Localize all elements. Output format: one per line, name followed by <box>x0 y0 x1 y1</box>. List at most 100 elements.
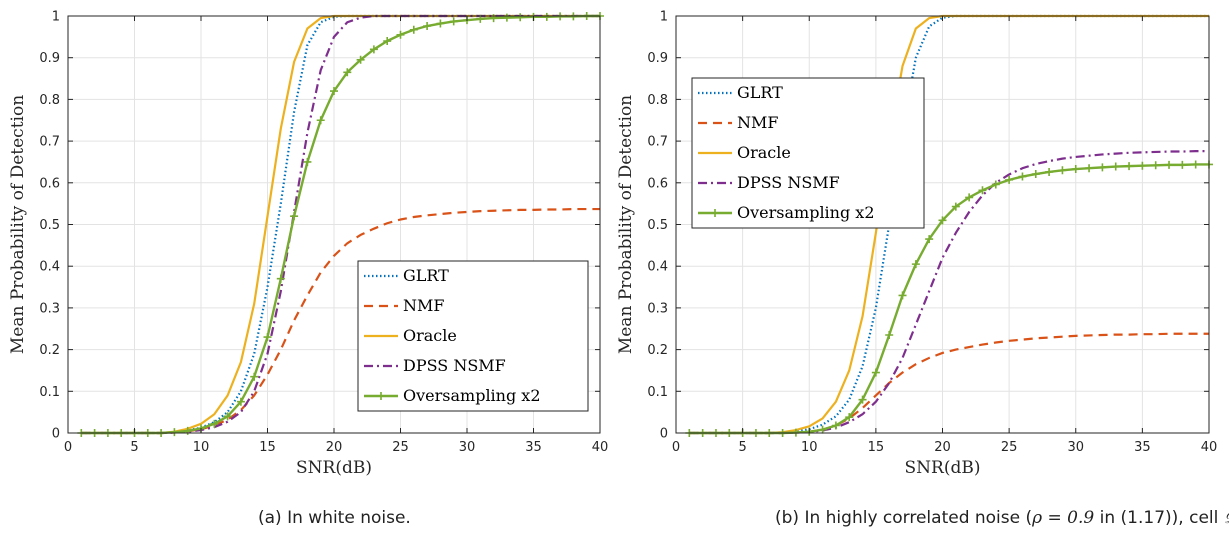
series-point-b-4-10 <box>818 425 827 434</box>
caption-a-text: In white noise. <box>287 508 411 528</box>
caption-b-middle: in (1.17)), cell <box>1094 508 1224 528</box>
series-point-a-4-27 <box>436 19 445 28</box>
series-point-b-4-15 <box>885 331 894 340</box>
ytick-label-b-6: 0.6 <box>647 176 668 191</box>
ytick-label-b-3: 0.3 <box>647 301 668 316</box>
ytick-label-b-2: 0.2 <box>647 343 668 358</box>
series-point-a-4-24 <box>396 30 405 39</box>
series-point-a-4-25 <box>409 25 418 34</box>
series-point-b-4-14 <box>871 368 880 377</box>
series-point-b-4-28 <box>1058 166 1067 175</box>
xtick-label-a-0: 0 <box>64 440 72 455</box>
series-point-a-4-14 <box>263 333 272 342</box>
ytick-label-a-1: 0.1 <box>39 385 60 400</box>
legend-label-a-2: Oracle <box>403 326 457 345</box>
ytick-label-a-7: 0.7 <box>39 135 60 150</box>
xtick-label-a-4: 20 <box>326 440 343 455</box>
legend-label-b-1: NMF <box>737 113 778 132</box>
series-point-a-4-28 <box>449 17 458 26</box>
chart-b: 0 5 10 15 20 25 30 35 40 0 0.1 0.2 0.3 0.4 0.5 0.6 0.7 0.… <box>616 10 1217 479</box>
series-point-b-4-38 <box>1191 160 1200 169</box>
ytick-label-a-8: 0.8 <box>39 93 60 108</box>
caption-a: (a) In white noise. <box>258 508 411 528</box>
xtick-label-b-8: 40 <box>1201 440 1218 455</box>
legend-marker-b-4 <box>711 209 719 217</box>
caption-b: (b) In highly correlated noise (ρ = 0.9 … <box>775 508 1229 530</box>
series-point-b-4-24 <box>1005 175 1014 184</box>
ytick-label-a-2: 0.2 <box>39 343 60 358</box>
series-point-b-4-26 <box>1031 170 1040 179</box>
legend-marker-a-4 <box>377 392 385 400</box>
caption-b-cell: 𝒟 <box>1224 508 1229 528</box>
series-point-a-4-10 <box>210 419 219 428</box>
xtick-label-b-2: 10 <box>801 440 818 455</box>
ytick-label-a-10: 1 <box>52 10 60 25</box>
series-point-a-4-18 <box>316 116 325 125</box>
series-point-b-4-32 <box>1111 162 1120 171</box>
legend-label-b-2: Oracle <box>737 143 791 162</box>
y-axis-label-b: Mean Probability of Detection <box>616 95 636 354</box>
series-point-a-4-32 <box>502 13 511 22</box>
legend-label-b-3: DPSS NSMF <box>737 173 840 192</box>
legend-b: GLRT NMF Oracle DPSS NSMF Oversampling x2 <box>691 77 925 229</box>
series-point-a-4-8 <box>183 426 192 435</box>
series-line-b-1 <box>689 332 1209 435</box>
series-point-b-4-35 <box>1151 161 1160 170</box>
xtick-label-b-6: 30 <box>1067 440 1084 455</box>
series-point-b-4-13 <box>858 395 867 404</box>
series-point-b-4-25 <box>1018 172 1027 181</box>
series-point-b-4-19 <box>938 216 947 225</box>
series-point-b-4-20 <box>951 202 960 211</box>
ytick-label-b-9: 0.9 <box>647 51 668 66</box>
ytick-label-a-4: 0.4 <box>39 260 60 275</box>
series-point-a-4-12 <box>236 397 245 406</box>
series-point-b-4-31 <box>1098 163 1107 172</box>
legend-label-b-4: Oversampling x2 <box>737 203 875 222</box>
xtick-label-a-7: 35 <box>525 440 542 455</box>
y-axis-label-a: Mean Probability of Detection <box>8 95 28 354</box>
x-axis-label-a: SNR(dB) <box>296 458 372 478</box>
ytick-label-b-7: 0.7 <box>647 135 668 150</box>
chart-a: 0 5 10 15 20 25 30 35 40 0 0.1 0.2 0.3 0.4 0.5 0.6 0.7 0.… <box>8 10 608 479</box>
series-point-b-4-23 <box>991 180 1000 189</box>
series-point-b-4-36 <box>1165 160 1174 169</box>
xtick-label-a-8: 40 <box>592 440 609 455</box>
series-point-a-4-33 <box>516 13 525 22</box>
series-point-a-4-15 <box>276 274 285 283</box>
series-point-a-4-20 <box>343 68 352 77</box>
ytick-label-b-0: 0 <box>660 427 668 442</box>
legend-label-a-1: NMF <box>403 296 444 315</box>
ytick-label-a-0: 0 <box>52 427 60 442</box>
series-point-a-4-16 <box>290 212 299 221</box>
series-point-a-4-11 <box>223 412 232 421</box>
ytick-label-a-6: 0.6 <box>39 176 60 191</box>
xtick-label-b-1: 5 <box>738 440 746 455</box>
ytick-label-b-1: 0.1 <box>647 385 668 400</box>
ytick-label-b-5: 0.5 <box>647 218 668 233</box>
series-point-b-4-30 <box>1085 164 1094 173</box>
series-point-b-4-21 <box>965 193 974 202</box>
ytick-label-a-9: 0.9 <box>39 51 60 66</box>
xtick-label-a-2: 10 <box>193 440 210 455</box>
xtick-label-b-7: 35 <box>1134 440 1151 455</box>
xtick-label-a-1: 5 <box>130 440 138 455</box>
legend-label-b-0: GLRT <box>737 83 783 102</box>
xtick-label-a-6: 30 <box>459 440 476 455</box>
series-point-b-4-17 <box>911 260 920 269</box>
xtick-label-b-0: 0 <box>672 440 680 455</box>
ytick-label-a-3: 0.3 <box>39 301 60 316</box>
xtick-label-b-3: 15 <box>868 440 885 455</box>
series-point-b-4-27 <box>1045 167 1054 176</box>
caption-b-label: (b) <box>775 508 800 528</box>
series-point-a-4-26 <box>423 22 432 31</box>
caption-a-label: (a) <box>258 508 282 528</box>
legend-a: GLRT NMF Oracle DPSS NSMF Oversampling x2 <box>357 260 589 412</box>
series-point-b-4-16 <box>898 291 907 300</box>
legend-label-a-3: DPSS NSMF <box>403 356 506 375</box>
series-point-b-4-33 <box>1125 162 1134 171</box>
series-point-a-4-35 <box>542 12 551 21</box>
series-point-b-4-12 <box>845 413 854 422</box>
caption-b-prefix: In highly correlated noise ( <box>804 508 1033 528</box>
series-point-a-4-21 <box>356 55 365 64</box>
